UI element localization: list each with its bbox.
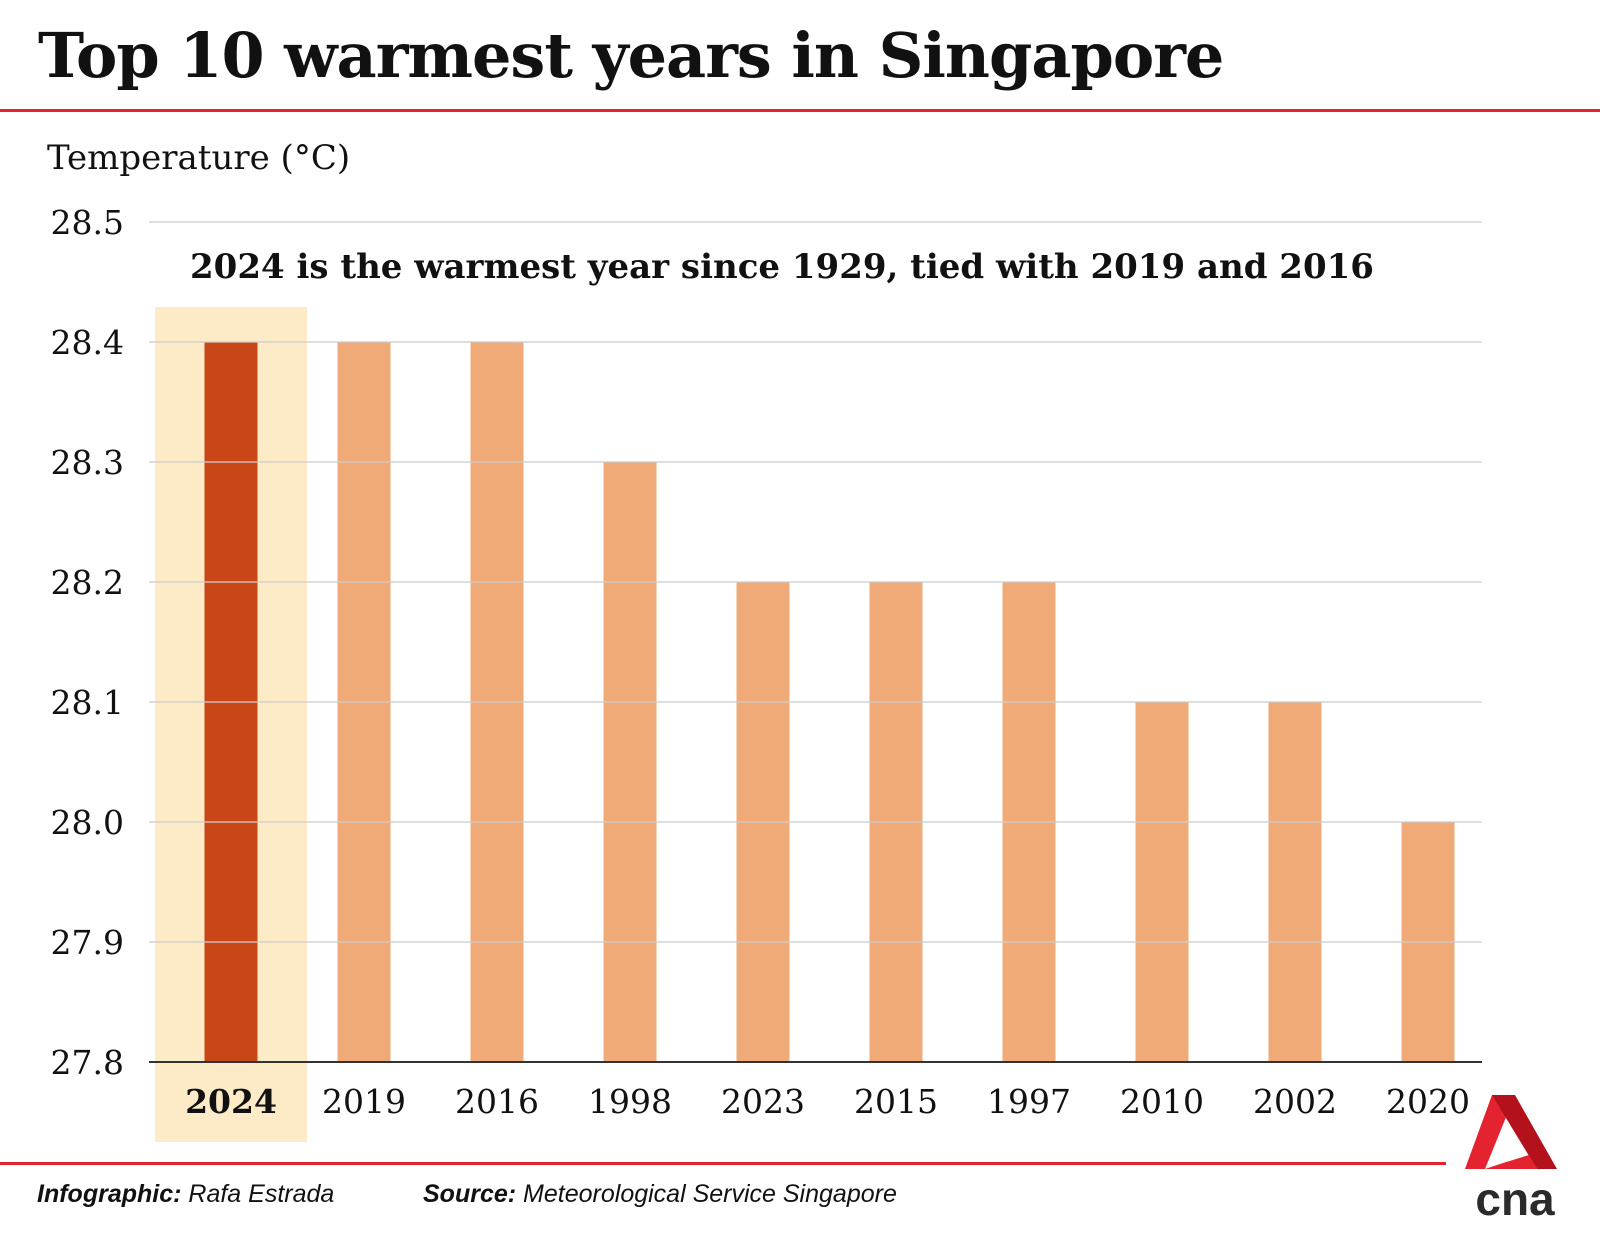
x-tick-label: 1998 xyxy=(588,1082,672,1121)
chart-annotation: 2024 is the warmest year since 1929, tie… xyxy=(190,247,1374,287)
title-divider xyxy=(0,109,1600,112)
y-tick-label: 27.9 xyxy=(51,923,124,962)
bar-2010 xyxy=(1135,702,1189,1062)
x-tick-label: 1997 xyxy=(987,1082,1071,1121)
cna-logo: cna xyxy=(1465,1095,1557,1220)
y-tick-label: 28.2 xyxy=(51,563,124,602)
chart-title: Top 10 warmest years in Singapore xyxy=(38,19,1224,92)
y-tick-label: 28.0 xyxy=(51,803,124,842)
x-tick-label: 2002 xyxy=(1253,1082,1337,1121)
x-tick-label: 2024 xyxy=(185,1082,277,1121)
x-tick-label: 2015 xyxy=(854,1082,938,1121)
x-tick-label: 2019 xyxy=(322,1082,406,1121)
infographic-author: Rafa Estrada xyxy=(188,1180,335,1208)
cna-logo-icon xyxy=(1465,1095,1557,1169)
source-credit: Source: Meteorological Service Singapore xyxy=(423,1180,897,1209)
source-label: Source: xyxy=(423,1180,517,1208)
infographic-label: Infographic: xyxy=(37,1180,182,1208)
y-tick-label: 28.3 xyxy=(51,443,124,482)
y-tick-label: 27.8 xyxy=(51,1043,124,1082)
y-tick-label: 28.4 xyxy=(51,323,124,362)
x-tick-label: 2020 xyxy=(1386,1082,1470,1121)
y-tick-label: 28.1 xyxy=(51,683,124,722)
footer-divider xyxy=(0,1162,1446,1165)
x-tick-label: 2016 xyxy=(455,1082,539,1121)
cna-logo-text: cna xyxy=(1475,1173,1555,1220)
y-axis-title: Temperature (°C) xyxy=(47,138,351,178)
x-tick-label: 2010 xyxy=(1120,1082,1204,1121)
bar-1998 xyxy=(603,462,657,1062)
bar-2002 xyxy=(1268,702,1322,1062)
source-name: Meteorological Service Singapore xyxy=(523,1180,897,1208)
y-tick-label: 28.5 xyxy=(51,203,124,242)
x-tick-label: 2023 xyxy=(721,1082,805,1121)
infographic-credit: Infographic: Rafa Estrada xyxy=(37,1180,334,1209)
